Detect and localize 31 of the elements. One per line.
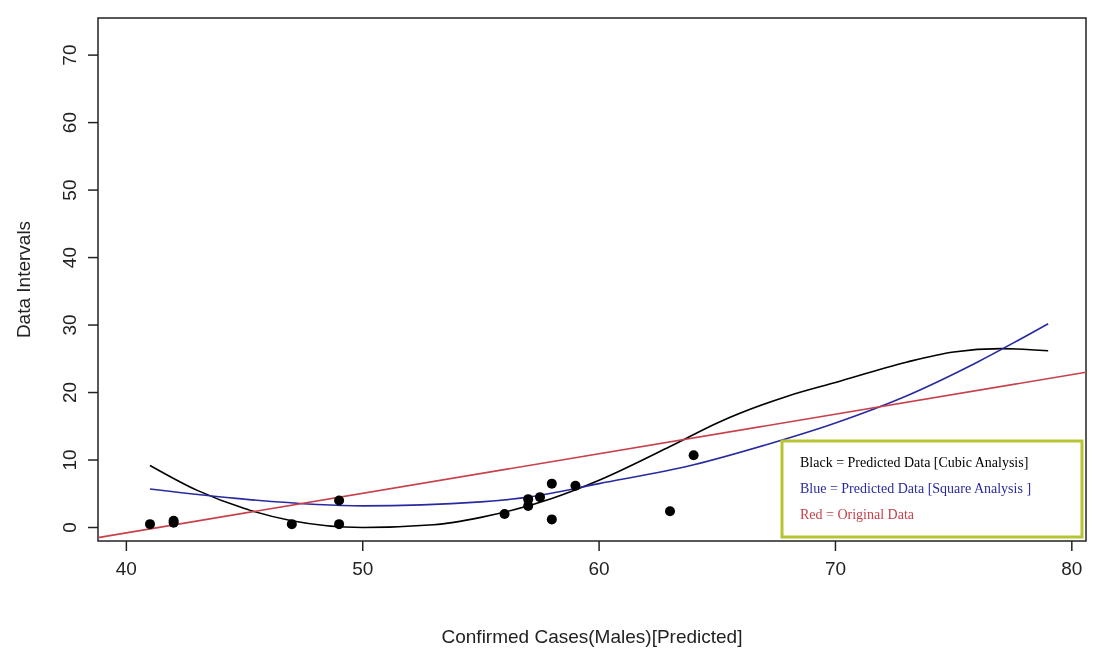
line-series	[149, 347, 1049, 529]
point	[546, 514, 557, 525]
point	[665, 506, 675, 517]
point	[499, 509, 510, 520]
line-series	[149, 322, 1049, 507]
y-tick-label: 10	[59, 449, 80, 471]
y-tick-label: 40	[59, 247, 80, 269]
text: Black = Predicted Data [Cubic Analysis]	[800, 455, 1029, 470]
y-tick-label: 70	[59, 44, 80, 66]
point	[334, 495, 345, 506]
x-tick-label: 50	[352, 558, 374, 579]
point	[145, 519, 155, 530]
point	[334, 519, 345, 530]
y-axis-title: Data Intervals	[13, 220, 34, 339]
y-tick-label: 60	[59, 112, 80, 134]
text: Red = Original Data	[800, 507, 915, 522]
text: Blue = Predicted Data [Square Analysis ]	[800, 481, 1032, 496]
y-tick-label: 20	[59, 381, 80, 404]
point	[535, 492, 545, 503]
point	[546, 478, 557, 489]
point	[688, 450, 699, 461]
x-tick-label: 80	[1061, 558, 1083, 579]
point	[286, 519, 297, 530]
y-tick-label: 50	[59, 179, 80, 201]
y-tick-label: 30	[59, 314, 80, 336]
x-tick-label: 40	[115, 558, 137, 579]
x-tick-label: 70	[824, 558, 847, 579]
y-tick-label: 0	[59, 522, 80, 533]
x-tick-label: 60	[588, 558, 610, 579]
x-axis-title: Confirmed Cases(Males)[Predicted]	[441, 626, 743, 647]
point	[570, 480, 581, 491]
